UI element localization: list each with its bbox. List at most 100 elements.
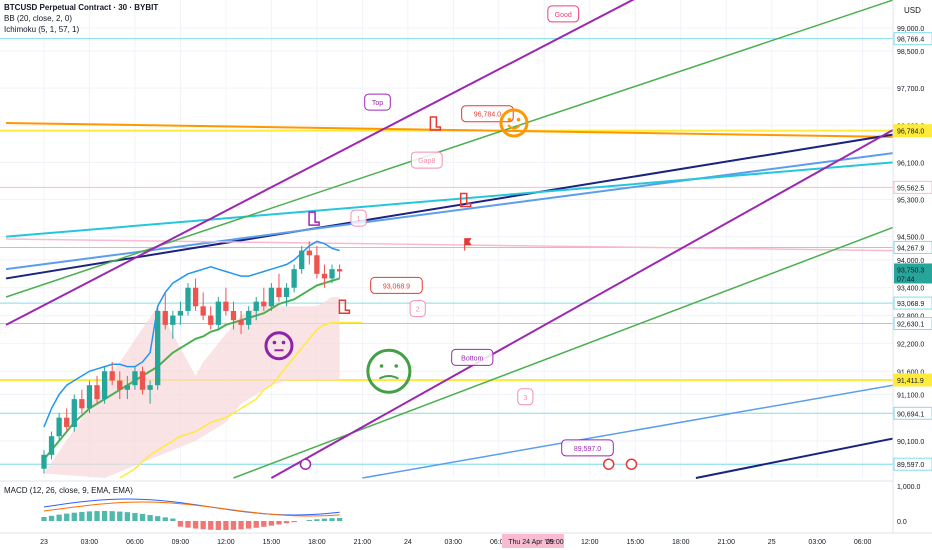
candle <box>41 450 47 474</box>
candle-body <box>215 301 221 325</box>
macd-histogram-bar <box>48 515 55 521</box>
annotation-text: 2 <box>416 307 420 314</box>
candle-body <box>291 269 297 288</box>
annotation-callout <box>517 388 534 406</box>
us-flag-event-icon <box>602 458 615 470</box>
face-mouth <box>378 374 399 380</box>
macd-histogram-bar <box>215 521 221 530</box>
candle-body <box>238 320 244 325</box>
candle-body <box>86 385 93 409</box>
face-eye <box>507 117 512 122</box>
time-tick-label: 18:00 <box>308 539 326 546</box>
candle-body <box>253 301 259 311</box>
price-tag-label: 90,694.1 <box>897 411 924 418</box>
candle <box>177 301 184 325</box>
candle <box>215 297 221 330</box>
annotation-text: 89,597.0 <box>574 446 601 453</box>
time-tick-label: 15:00 <box>263 539 281 546</box>
time-tick-label: 06:00 <box>490 539 508 546</box>
time-tick-label: 09:00 <box>172 539 190 546</box>
time-tick-label: 03:00 <box>808 539 826 546</box>
candle-body <box>245 310 252 325</box>
candle <box>200 292 206 321</box>
trend-line-blue-lower <box>362 384 894 479</box>
candle-body <box>170 315 176 325</box>
candle-body <box>299 250 305 270</box>
trend-line-orange <box>6 121 894 138</box>
hand-pointer-icon <box>308 211 320 226</box>
face-outline <box>264 331 294 361</box>
candle-body <box>101 371 108 400</box>
annotation-callout <box>409 300 426 318</box>
price-tick-label: 94,500.0 <box>897 235 924 242</box>
macd-histogram-bar <box>155 516 161 521</box>
candle <box>117 371 123 400</box>
time-tick-label: 21:00 <box>354 539 372 546</box>
macd-histogram-bar <box>321 518 328 521</box>
annotation-text: 96,784.0 <box>474 112 501 119</box>
macd-histogram-bar <box>139 513 146 521</box>
candle <box>253 297 259 321</box>
last-price-label: 93,750.3 <box>897 267 924 274</box>
macd-histogram-bar <box>276 521 282 525</box>
price-tag-label: 94,267.9 <box>897 245 924 252</box>
macd-histogram-bar <box>238 521 244 530</box>
candle-body <box>56 417 62 437</box>
annotation-text: Bottom <box>461 355 483 362</box>
currency-label: USD <box>904 6 921 15</box>
us-flag-event-icon <box>625 458 638 470</box>
trend-line-navy <box>5 133 894 280</box>
annotation-callout <box>547 5 580 23</box>
candle-body <box>208 315 214 325</box>
candle <box>101 366 108 404</box>
time-axis <box>0 533 932 550</box>
price-tag <box>893 457 932 471</box>
price-tag <box>893 240 932 254</box>
candle-body <box>283 287 290 298</box>
face-mouth <box>507 124 521 130</box>
candle-body <box>261 301 267 307</box>
ichimoku-lagging-line <box>119 321 363 479</box>
price-tag-label: 91,411.9 <box>897 378 924 385</box>
candle <box>155 306 161 390</box>
candle <box>94 375 100 404</box>
face-outline <box>499 108 529 138</box>
candle-body <box>321 273 328 279</box>
price-tick-label: 99,000.0 <box>897 26 924 33</box>
trend-line-navy-lower <box>695 437 894 479</box>
macd-histogram-bar <box>223 521 229 530</box>
annotation-callout <box>370 276 423 294</box>
price-tick-label: 91,600.0 <box>897 369 924 376</box>
annotation-callout <box>410 151 443 169</box>
candle <box>79 389 85 414</box>
candle <box>268 283 275 311</box>
face-eye <box>272 340 277 345</box>
annotation-callout <box>561 439 614 457</box>
time-tick-label: 06:00 <box>854 539 872 546</box>
candle-body <box>132 371 138 386</box>
candle <box>261 287 267 311</box>
hand-pointer-icon <box>429 116 442 131</box>
price-tick-label: 98,500.0 <box>897 49 924 56</box>
candle <box>132 366 138 390</box>
candle <box>314 245 320 279</box>
macd-histogram-bar <box>94 511 100 521</box>
candle-body <box>147 385 153 390</box>
macd-tick-label: 1,000.0 <box>897 484 920 491</box>
candle-body <box>230 310 237 321</box>
ichimoku-legend[interactable]: Ichimoku (5, 1, 57, 1) <box>4 25 80 34</box>
candle-body <box>268 287 275 307</box>
hand-pointer-icon <box>459 192 472 208</box>
macd-legend[interactable]: MACD (12, 26, close, 9, EMA, EMA) <box>4 486 133 495</box>
candle <box>162 292 168 330</box>
candle <box>139 366 146 395</box>
candle <box>109 361 115 386</box>
time-tick-label: 15:00 <box>626 539 644 546</box>
trend-line-purple-lower <box>270 129 894 479</box>
time-tick-label: 18:00 <box>672 539 690 546</box>
bb-legend[interactable]: BB (20, close, 2, 0) <box>4 14 73 23</box>
annotation-callout <box>350 209 367 227</box>
time-tick-label: 23 <box>40 539 48 546</box>
macd-signal-line <box>43 501 340 517</box>
